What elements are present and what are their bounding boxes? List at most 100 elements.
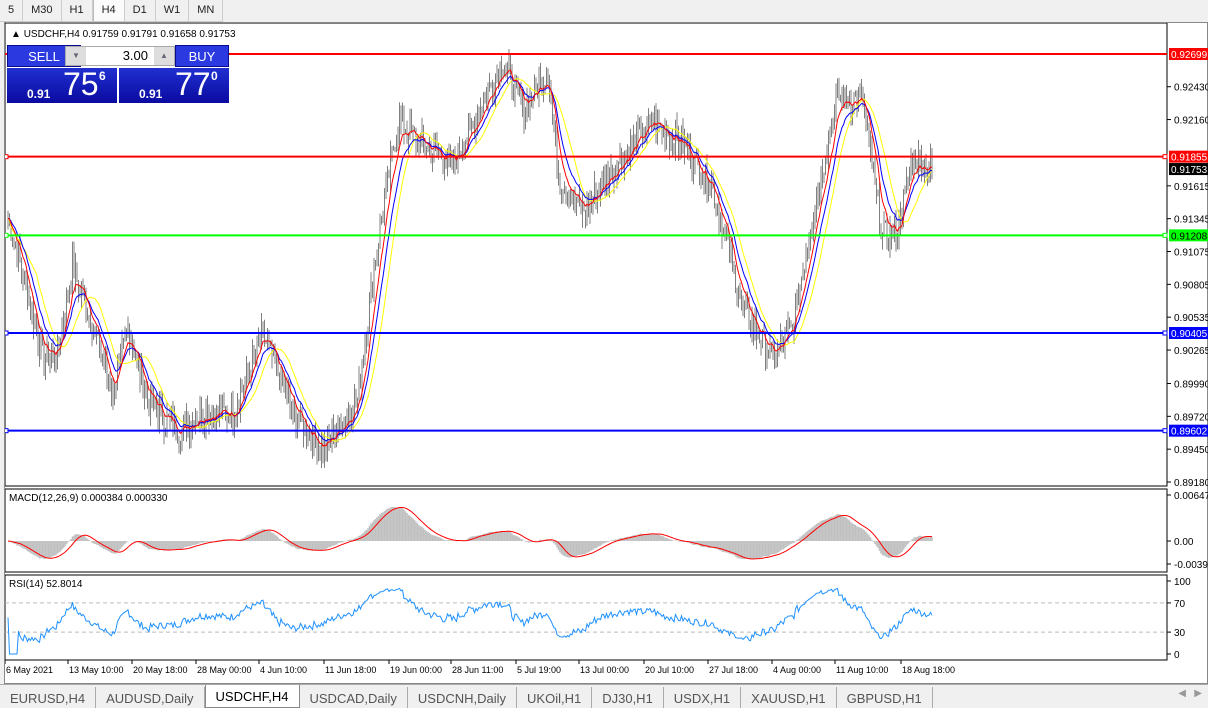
level-handle <box>1162 428 1168 434</box>
chart-tab[interactable]: UKOil,H1 <box>517 687 593 708</box>
symbol-info: ▲ USDCHF,H4 0.91759 0.91791 0.91658 0.91… <box>11 29 236 40</box>
time-tick-label: 13 May 10:00 <box>69 665 124 675</box>
timeframe-5[interactable]: 5 <box>0 0 24 21</box>
symbol-info-text: USDCHF,H4 0.91759 0.91791 0.91658 0.9175… <box>23 29 236 40</box>
time-tick-label: 11 Aug 10:00 <box>836 665 888 675</box>
chart-tab[interactable]: AUDUSD,Daily <box>96 687 205 708</box>
current-price-label: 0.91753 <box>1171 165 1208 176</box>
increase-lot-icon[interactable]: ▲ <box>154 47 174 65</box>
sell-price-main: 75 <box>63 66 99 102</box>
level-price-label-bg <box>1169 229 1208 242</box>
price-tick-label: 0.91345 <box>1174 215 1208 226</box>
rsi-line <box>7 587 933 655</box>
chart-tab[interactable]: USDCHF,H4 <box>204 685 300 708</box>
sell-button[interactable]: SELL <box>7 45 81 67</box>
decrease-lot-icon[interactable]: ▼ <box>66 47 86 65</box>
level-price-label: 0.89602 <box>1171 427 1208 438</box>
macd-tick-label: 0.00 <box>1174 537 1194 548</box>
rsi-tick-label: 70 <box>1174 599 1186 610</box>
time-tick-label: 11 Jun 18:00 <box>325 665 376 675</box>
time-tick-label: 20 May 18:00 <box>133 665 188 675</box>
level-handle <box>5 232 9 238</box>
price-tick-label: 0.90805 <box>1174 280 1208 291</box>
time-tick-label: 4 Jun 10:00 <box>260 665 307 675</box>
price-tick-label: 0.89450 <box>1174 445 1208 456</box>
rsi-label: RSI(14) 52.8014 <box>9 579 83 590</box>
price-tick-label: 0.90535 <box>1174 313 1208 324</box>
macd-label: MACD(12,26,9) 0.000384 0.000330 <box>9 493 168 504</box>
macd-signal-line <box>7 506 933 560</box>
level-handle <box>1162 154 1168 160</box>
buy-price-prefix: 0.91 <box>139 87 163 101</box>
ma-fast-line <box>7 69 933 448</box>
level-handle <box>5 330 9 336</box>
timeframe-toolbar: 5 M30 H1 H4 D1 W1 MN <box>0 0 224 22</box>
timeframe-m30[interactable]: M30 <box>23 0 62 21</box>
chart-tabs: EURUSD,H4 AUDUSD,Daily USDCHF,H4 USDCAD,Dai… <box>0 684 1208 708</box>
ma-slow-line <box>7 78 933 442</box>
price-tick-label: 0.89180 <box>1174 478 1208 489</box>
chart-canvas[interactable]: 0.924300.921600.916150.913450.910750.908… <box>5 23 1208 685</box>
tab-scroll-arrows[interactable]: ◀ ▶ <box>1178 688 1202 699</box>
timeframe-h4[interactable]: H4 <box>92 0 125 21</box>
level-price-label: 0.91855 <box>1171 153 1208 164</box>
time-tick-label: 18 Aug 18:00 <box>902 665 955 675</box>
price-tick-label: 0.89720 <box>1174 412 1208 423</box>
price-tick-label: 0.89990 <box>1174 379 1208 390</box>
rsi-tick-label: 30 <box>1174 628 1186 639</box>
time-tick-label: 27 Jul 18:00 <box>709 665 758 675</box>
one-click-trading-panel: SELL ▼ 3.00 ▲ BUY 0.91 75 6 0.91 77 0 <box>7 45 229 103</box>
chart-window[interactable]: 0.92430 0.92160 0.91615 0.91345 0.91075 0.908… <box>4 22 1208 684</box>
time-tick-label: 20 Jul 10:00 <box>645 665 694 675</box>
level-handle <box>5 154 9 160</box>
chart-tab[interactable]: USDCNH,Daily <box>408 687 518 708</box>
lot-size-input[interactable]: 3.00 <box>122 48 148 63</box>
rsi-tick-label: 100 <box>1174 577 1191 588</box>
timeframe-h1[interactable]: H1 <box>62 0 93 21</box>
lot-size-stepper[interactable]: ▼ 3.00 ▲ <box>65 46 175 66</box>
buy-price-pip: 0 <box>211 69 218 83</box>
price-tick-label: 0.91075 <box>1174 248 1208 259</box>
chart-tab[interactable]: GBPUSD,H1 <box>837 687 933 708</box>
timeframe-mn[interactable]: MN <box>189 0 224 21</box>
macd-frame <box>5 488 1168 573</box>
chart-tab[interactable]: USDX,H1 <box>664 687 742 708</box>
time-tick-label: 28 Jun 11:00 <box>452 665 503 675</box>
timeframe-d1[interactable]: D1 <box>125 0 156 21</box>
time-tick-label: 19 Jun 00:00 <box>390 665 442 675</box>
time-tick-label: 28 May 00:00 <box>197 665 252 675</box>
time-tick-label: 13 Jul 00:00 <box>580 665 629 675</box>
current-price-label-bg <box>1169 163 1208 176</box>
level-price-label-bg <box>1169 150 1208 163</box>
price-tick-label: 0.90265 <box>1174 346 1208 357</box>
timeframe-w1[interactable]: W1 <box>156 0 190 21</box>
level-price-label: 0.92699 <box>1171 50 1208 61</box>
sell-price-prefix: 0.91 <box>27 87 51 101</box>
sell-price-pip: 6 <box>99 69 106 83</box>
macd-tick-label: -0.00391 <box>1174 560 1208 571</box>
level-handle <box>5 428 9 434</box>
level-price-label: 0.90405 <box>1171 329 1208 340</box>
rsi-frame <box>5 574 1168 661</box>
level-handle <box>1162 232 1168 238</box>
buy-price[interactable]: 0.91 77 0 <box>119 66 229 103</box>
chart-tab[interactable]: USDCAD,Daily <box>300 687 408 708</box>
time-tick-label: 4 Aug 00:00 <box>773 665 821 675</box>
macd-tick-label: 0.00647 <box>1174 491 1208 502</box>
time-tick-label: 6 May 2021 <box>6 665 53 675</box>
buy-button[interactable]: BUY <box>175 45 229 67</box>
rsi-tick-label: 0 <box>1174 650 1180 661</box>
level-price-label-bg <box>1169 327 1208 340</box>
level-price-label-bg <box>1169 424 1208 437</box>
sell-price[interactable]: 0.91 75 6 <box>7 66 117 103</box>
main-chart-frame <box>5 23 1168 487</box>
chart-tab[interactable]: XAUUSD,H1 <box>741 687 837 708</box>
chart-tab[interactable]: EURUSD,H4 <box>0 687 97 708</box>
level-price-label-bg <box>1169 48 1208 60</box>
level-handle <box>1162 330 1168 336</box>
buy-price-main: 77 <box>175 66 211 102</box>
price-tick-label: 0.91615 <box>1174 182 1208 193</box>
chart-tab[interactable]: DJ30,H1 <box>592 687 664 708</box>
price-tick-label: 0.92160 <box>1174 116 1208 127</box>
time-tick-label: 5 Jul 19:00 <box>517 665 561 675</box>
